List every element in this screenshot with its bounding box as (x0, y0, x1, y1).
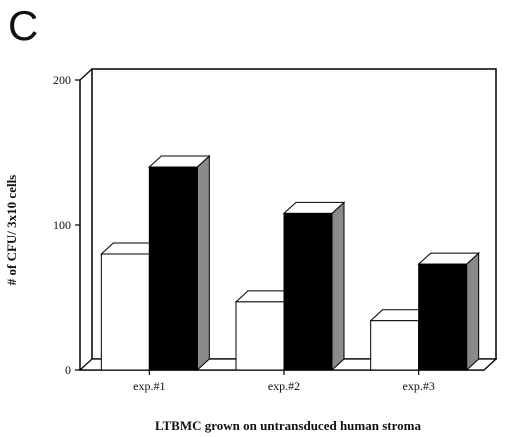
x-tick-label: exp.#2 (268, 379, 300, 393)
bar-side (466, 252, 480, 372)
bar (100, 253, 150, 371)
chart-labels: 0 100 200 exp.#1 exp.#2 exp.#3 LTBMC grown on … (4, 73, 435, 433)
depth-edge-top (79, 68, 93, 81)
bar-side (196, 154, 210, 372)
y-tick-label: 0 (65, 363, 71, 377)
y-axis-title: # of CFU/ 3x10 cells (4, 175, 19, 285)
x-tick-label: exp.#3 (403, 379, 435, 393)
bar (148, 166, 198, 371)
bar (370, 320, 420, 371)
x-axis-title: LTBMC grown on untransduced human stroma (155, 418, 421, 433)
x-tick-label: exp.#1 (133, 379, 165, 393)
bar (235, 301, 285, 371)
chart-bars (100, 154, 480, 372)
bar-side (331, 201, 345, 372)
y-tick-label: 100 (53, 218, 71, 232)
bar (418, 263, 468, 371)
panel-label: C (8, 2, 39, 49)
bar (283, 212, 333, 371)
y-tick-label: 200 (53, 73, 71, 87)
